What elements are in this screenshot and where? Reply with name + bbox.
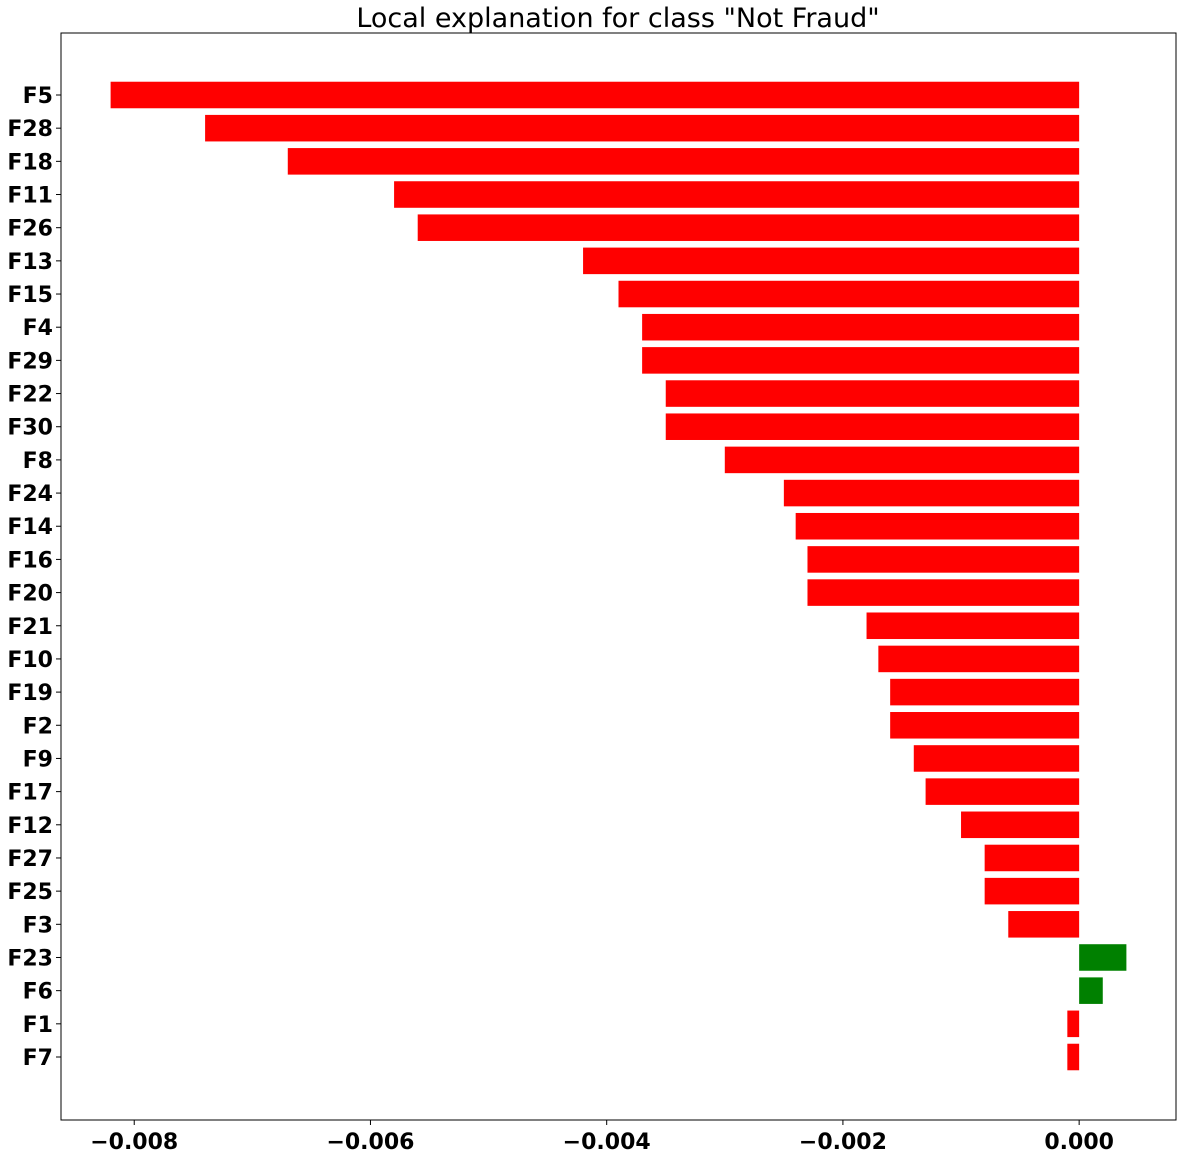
y-tick-label: F29 — [7, 349, 53, 374]
bar-f3 — [1008, 911, 1080, 938]
bar-f12 — [961, 811, 1080, 839]
x-tick-label: −0.002 — [799, 1130, 887, 1154]
y-tick-label: F24 — [7, 482, 53, 507]
bars-layer — [110, 81, 1127, 1071]
y-tick-label: F4 — [23, 316, 53, 341]
bar-f18 — [287, 148, 1080, 175]
bar-f7 — [1067, 1043, 1080, 1071]
bar-f14 — [795, 512, 1080, 540]
y-tick-label: F18 — [7, 150, 53, 175]
bar-f22 — [665, 380, 1080, 407]
x-tick-label: −0.004 — [563, 1130, 651, 1154]
bar-f21 — [866, 612, 1080, 640]
bar-f25 — [984, 877, 1080, 905]
y-tick-label: F19 — [7, 681, 53, 706]
bar-f5 — [110, 81, 1080, 109]
y-tick-label: F1 — [23, 1013, 53, 1038]
bar-f9 — [913, 745, 1080, 772]
y-tick-label: F3 — [23, 913, 53, 938]
y-tick-label: F22 — [7, 383, 53, 408]
bar-f30 — [665, 413, 1080, 440]
y-tick-label: F10 — [7, 648, 53, 673]
x-tick-label: −0.006 — [326, 1130, 414, 1154]
bar-f13 — [583, 247, 1080, 275]
y-tick-label: F12 — [7, 814, 53, 839]
y-tick-label: F13 — [7, 250, 53, 275]
y-tick-label: F6 — [23, 980, 53, 1005]
y-tick-label: F23 — [7, 946, 53, 971]
y-tick-label: F30 — [7, 416, 53, 441]
x-tick-label: −0.008 — [90, 1130, 178, 1154]
bar-f15 — [618, 280, 1080, 308]
bar-f8 — [724, 446, 1080, 474]
x-tick-label: 0.000 — [1044, 1130, 1114, 1154]
y-tick-label: F28 — [7, 117, 53, 142]
y-tick-label: F21 — [7, 615, 53, 640]
y-tick-label: F27 — [7, 847, 53, 872]
y-tick-label: F17 — [7, 781, 53, 806]
y-tick-label: F11 — [7, 184, 53, 209]
bar-f27 — [984, 844, 1080, 872]
y-tick-label: F7 — [23, 1046, 53, 1071]
bar-f1 — [1067, 1010, 1080, 1038]
chart-title: Local explanation for class "Not Fraud" — [356, 3, 879, 34]
y-tick-label: F5 — [23, 84, 53, 109]
bar-f19 — [890, 678, 1080, 706]
bar-f28 — [205, 114, 1080, 142]
y-tick-label: F14 — [7, 515, 53, 540]
y-axis: F5 F28 F18 F11 F26 F13 F15 F4 F29 F22 F30 F8 F24 F14 F… — [7, 84, 61, 1071]
bar-f20 — [807, 579, 1080, 606]
bar-f24 — [783, 479, 1080, 507]
y-tick-label: F16 — [7, 548, 53, 573]
bar-f4 — [642, 313, 1080, 341]
y-tick-label: F9 — [23, 747, 53, 772]
y-tick-label: F2 — [23, 714, 53, 739]
bar-f6 — [1079, 977, 1103, 1004]
y-tick-label: F25 — [7, 880, 53, 905]
y-tick-label: F20 — [7, 582, 53, 607]
y-tick-label: F26 — [7, 217, 53, 242]
bar-f23 — [1079, 944, 1127, 971]
plot-area-frame — [60, 32, 1177, 1121]
bar-f11 — [394, 181, 1080, 208]
bar-f10 — [878, 645, 1080, 673]
bar-f16 — [807, 546, 1080, 573]
bar-f17 — [925, 778, 1080, 805]
y-tick-label: F8 — [23, 449, 53, 474]
x-axis: −0.008 −0.006 −0.004 −0.002 0.000 — [90, 1120, 1114, 1155]
y-tick-label: F15 — [7, 283, 53, 308]
bar-f26 — [417, 214, 1080, 241]
bar-f2 — [890, 712, 1080, 739]
bar-f29 — [642, 347, 1080, 374]
